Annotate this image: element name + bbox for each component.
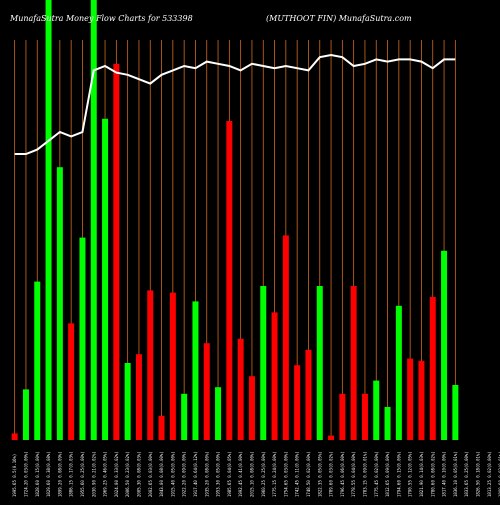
x-tick-label: 1778.55 0.04(0.00%) bbox=[351, 451, 356, 497]
x-tick-label: 1813.25 0.02(0.00%) bbox=[487, 451, 492, 497]
x-tick-label: 1796.45 0.06(0.00%) bbox=[340, 451, 345, 497]
bar-series bbox=[11, 0, 459, 441]
money-flow-bar bbox=[361, 393, 368, 440]
money-flow-bar bbox=[429, 297, 436, 440]
money-flow-bar bbox=[11, 433, 18, 440]
x-tick-label: 1748.50 0.02(0.00%) bbox=[306, 451, 311, 497]
money-flow-bar bbox=[305, 349, 312, 440]
money-flow-bar bbox=[350, 286, 357, 440]
x-tick-label: 1783.15 0.09(0.01%) bbox=[362, 451, 367, 497]
money-flow-bar bbox=[124, 363, 131, 440]
money-flow-bar bbox=[373, 380, 380, 440]
x-tick-label: 1829.60 0.38(0.08%) bbox=[46, 451, 51, 497]
money-flow-bar bbox=[441, 250, 448, 440]
x-tick-label: 1955.60 0.25(0.00%) bbox=[80, 451, 85, 497]
x-tick-label: 2002.65 0.03(0.00%) bbox=[148, 451, 153, 497]
money-flow-bar bbox=[147, 290, 154, 440]
x-tick-label: 1780.60 0.08(0.02%) bbox=[430, 451, 435, 497]
x-tick-label: 1821.90 0.14(0.03%) bbox=[419, 451, 424, 497]
money-flow-bar bbox=[237, 338, 244, 440]
x-tick-label: 1922.20 0.09(0.00%) bbox=[182, 451, 187, 497]
x-tick-label: 1789.60 0.03(0.02%) bbox=[329, 451, 334, 497]
x-tick-label: 2006.50 0.23(0.02%) bbox=[125, 451, 130, 497]
money-flow-bar bbox=[418, 360, 425, 440]
money-flow-bar bbox=[192, 301, 199, 440]
money-flow-bar bbox=[68, 323, 75, 440]
money-flow-bar bbox=[113, 63, 120, 441]
x-tick-label: 1899.20 0.08(0.09%) bbox=[57, 451, 62, 497]
money-flow-bar bbox=[248, 376, 255, 440]
x-tick-label: 1828.60 0.15(0.00%) bbox=[35, 451, 40, 497]
chart-title: MunafaSutra Money Flow Charts for 533398 bbox=[10, 14, 193, 23]
x-tick-label: 1794.60 0.15(0.00%) bbox=[396, 451, 401, 497]
x-tick-label: 1969.25 0.46(0.05%) bbox=[103, 451, 108, 497]
price-line bbox=[14, 53, 456, 155]
money-flow-bar bbox=[90, 0, 97, 440]
money-flow-bar bbox=[181, 393, 188, 440]
money-flow-bar bbox=[169, 292, 176, 440]
x-tick-label: 2005.30 0.08(0.03%) bbox=[136, 451, 141, 497]
x-tick-label: 1995.65 0.5(0.16%) bbox=[12, 454, 17, 497]
money-flow-bar bbox=[271, 312, 278, 440]
x-tick-label: 1809.60 0.03(0.01%) bbox=[498, 451, 500, 497]
x-tick-label: 2015.10 0.08(0.00%) bbox=[249, 451, 254, 497]
money-flow-bar bbox=[395, 305, 402, 440]
x-tick-label: 1822.35 0.05(0.05%) bbox=[317, 451, 322, 497]
x-tick-label: 1790.55 0.12(0.05%) bbox=[408, 451, 413, 497]
money-flow-bar bbox=[22, 389, 29, 440]
x-tick-labels: 1995.65 0.5(0.16%) 1724.20 0.03(0.00%) 182… bbox=[12, 451, 500, 497]
money-flow-bar bbox=[282, 235, 289, 440]
money-flow-bar bbox=[384, 407, 391, 440]
chart-site-title: (MUTHOOT FIN) MunafaSutra.com bbox=[266, 14, 412, 23]
money-flow-bar bbox=[316, 286, 323, 440]
x-tick-label: 1775.15 0.24(0.00%) bbox=[272, 451, 277, 497]
x-tick-label: 1724.20 0.03(0.00%) bbox=[23, 451, 28, 497]
x-tick-label: 1775.45 0.02(0.00%) bbox=[374, 451, 379, 497]
x-tick-label: 1812.65 0.09(0.00%) bbox=[385, 451, 390, 497]
x-tick-label: 1843.00 0.08(0.00%) bbox=[159, 451, 164, 497]
money-flow-bar bbox=[56, 167, 63, 440]
money-flow-bar bbox=[135, 354, 142, 440]
money-flow-bar bbox=[102, 118, 109, 441]
money-flow-bar bbox=[294, 365, 301, 440]
x-tick-label: 2030.90 0.21(0.02%) bbox=[91, 451, 96, 497]
money-flow-bar bbox=[45, 0, 52, 440]
x-tick-label: 1886.15 0.17(0.03%) bbox=[69, 451, 74, 497]
money-flow-bar bbox=[203, 343, 210, 440]
money-flow-bar bbox=[260, 286, 267, 440]
x-tick-label: 1935.20 0.08(0.00%) bbox=[204, 451, 209, 497]
x-tick-label: 1817.40 0.10(0.00%) bbox=[442, 451, 447, 497]
money-flow-bar bbox=[215, 387, 222, 440]
x-tick-label: 2024.00 0.33(0.02%) bbox=[114, 451, 119, 497]
money-flow-bar bbox=[34, 281, 41, 440]
x-tick-label: 1953.30 0.05(0.00%) bbox=[216, 451, 221, 497]
x-tick-label: 1915.40 0.05(0.00%) bbox=[170, 451, 175, 497]
x-tick-label: 1960.25 0.25(0.00%) bbox=[261, 451, 266, 497]
money-flow-bar bbox=[407, 358, 414, 440]
x-tick-label: 1833.65 0.25(0.00%) bbox=[464, 451, 469, 497]
line-series bbox=[14, 53, 456, 155]
money-flow-bar bbox=[158, 415, 165, 440]
money-flow-bar bbox=[79, 237, 86, 440]
money-flow-bar bbox=[339, 393, 346, 440]
x-tick-label: 1826.50 0.18(0.01%) bbox=[475, 451, 480, 497]
money-flow-bar bbox=[226, 121, 233, 440]
money-flow-bar bbox=[328, 435, 335, 440]
x-tick-label: 1836.10 0.05(0.01%) bbox=[453, 451, 458, 497]
x-tick-label: 1742.45 0.11(0.00%) bbox=[295, 451, 300, 497]
x-tick-label: 1917.40 0.64(0.12%) bbox=[193, 451, 198, 497]
money-flow-bar bbox=[452, 385, 459, 440]
x-tick-label: 1985.65 0.04(0.05%) bbox=[227, 451, 232, 497]
x-tick-label: 1992.45 0.41(0.00%) bbox=[238, 451, 243, 497]
x-tick-label: 1754.65 0.03(0.00%) bbox=[283, 451, 288, 497]
